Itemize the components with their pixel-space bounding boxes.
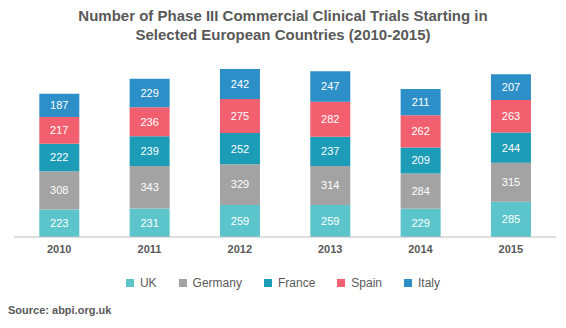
svg-text:217: 217 [50, 124, 68, 136]
svg-text:285: 285 [502, 213, 520, 225]
svg-text:229: 229 [411, 217, 429, 229]
svg-text:282: 282 [321, 113, 339, 125]
svg-text:222: 222 [50, 151, 68, 163]
svg-text:211: 211 [412, 96, 430, 108]
svg-text:223: 223 [50, 217, 68, 229]
svg-text:2012: 2012 [228, 243, 252, 255]
svg-text:237: 237 [321, 145, 339, 157]
svg-text:314: 314 [321, 179, 339, 191]
html-text:Germany: Germany [192, 276, 242, 290]
svg-text:2014: 2014 [408, 243, 433, 255]
svg-text:236: 236 [140, 116, 158, 128]
svg-text:252: 252 [231, 143, 249, 155]
svg-text:259: 259 [321, 215, 339, 227]
html-text:Source: abpi.org.uk: Source: abpi.org.uk [8, 304, 112, 316]
svg-text:284: 284 [411, 185, 429, 197]
svg-text:2010: 2010 [47, 243, 71, 255]
svg-text:315: 315 [502, 176, 520, 188]
svg-text:239: 239 [140, 145, 158, 157]
svg-text:209: 209 [411, 154, 429, 166]
svg-text:308: 308 [50, 184, 68, 196]
svg-text:247: 247 [321, 80, 339, 92]
svg-text:263: 263 [502, 110, 520, 122]
svg-text:275: 275 [231, 110, 249, 122]
html-text:France: France [278, 276, 316, 290]
html-text:Italy: Italy [418, 276, 440, 290]
svg-text:229: 229 [140, 87, 158, 99]
svg-text:2013: 2013 [318, 243, 342, 255]
svg-text:262: 262 [411, 125, 429, 137]
svg-text:329: 329 [231, 178, 249, 190]
svg-text:187: 187 [50, 99, 68, 111]
html-text:UK: UK [139, 276, 157, 290]
html-text:Spain: Spain [351, 276, 382, 290]
svg-text:343: 343 [140, 181, 158, 193]
svg-text:259: 259 [231, 215, 249, 227]
html-text:Number of Phase III Commercial: Number of Phase III Commercial Clinical … [78, 7, 488, 43]
svg-text:244: 244 [502, 142, 520, 154]
svg-text:242: 242 [231, 78, 249, 90]
svg-text:2015: 2015 [499, 243, 523, 255]
svg-text:2011: 2011 [138, 243, 162, 255]
svg-text:207: 207 [502, 81, 520, 93]
svg-text:231: 231 [140, 217, 158, 229]
